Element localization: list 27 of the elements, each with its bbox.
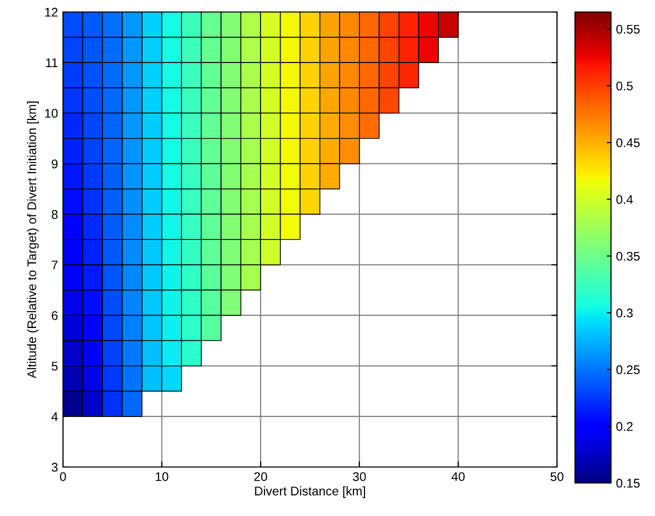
color-bar-label: 0.4 [616, 195, 633, 204]
y-tick-label: 11 [46, 58, 58, 68]
x-tick-label: 20 [254, 472, 268, 482]
y-tick-label: 6 [52, 311, 58, 320]
x-axis-title: Divert Distance [km] [255, 486, 366, 498]
y-tick-label: 5 [52, 362, 58, 371]
y-tick-label: 4 [51, 412, 58, 421]
x-tick-label: 50 [550, 472, 564, 482]
color-bar-label: 0.45 [616, 138, 640, 148]
color-bar-label: 0.55 [616, 24, 640, 34]
y-tick-label: 3 [52, 462, 58, 472]
x-tick-label: 0 [60, 472, 66, 482]
color-bar-label: 0.3 [616, 308, 633, 318]
y-tick-label: 7 [52, 260, 58, 270]
y-tick-label: 12 [45, 8, 58, 17]
y-tick-label: 9 [52, 159, 58, 168]
y-axis-title: Altitude (Relative to Target) of Divert Initiation [km] [27, 102, 39, 378]
color-bar-label: 0.25 [616, 365, 640, 374]
color-bar-label: 0.5 [616, 82, 633, 90]
x-tick-label: 40 [452, 472, 465, 482]
x-tick-label: 10 [156, 472, 168, 482]
y-tick-label: 8 [52, 210, 58, 219]
color-bar-label: 0.35 [616, 252, 640, 261]
x-tick-label: 30 [352, 472, 366, 482]
color-bar-label: 0.2 [616, 422, 633, 431]
y-tick-label: 10 [45, 108, 58, 118]
color-bar-label: 0.15 [616, 478, 640, 488]
